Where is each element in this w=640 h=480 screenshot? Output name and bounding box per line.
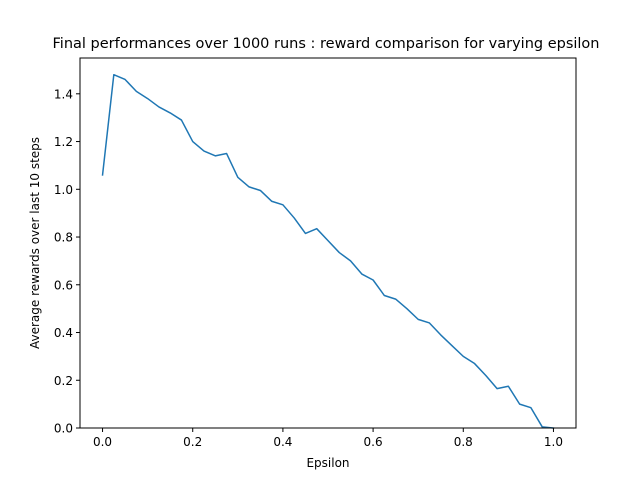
x-tick-label: 0.6	[364, 435, 383, 449]
chart-title: Final performances over 1000 runs : rewa…	[53, 36, 600, 52]
y-tick-label: 0.6	[54, 278, 73, 292]
plot-frame	[79, 57, 577, 429]
x-axis: 0.0 0.2 0.4 0.6 0.8 1.0	[93, 428, 563, 449]
x-tick-label: 0.2	[183, 435, 202, 449]
x-tick-label: 0.4	[273, 435, 292, 449]
x-axis-label: Epsilon	[306, 456, 349, 470]
y-tick-label: 1.4	[54, 87, 73, 101]
y-tick-label: 1.2	[54, 135, 73, 149]
plot-area	[79, 57, 577, 429]
y-tick-label: 0.0	[54, 422, 73, 436]
x-tick-label: 1.0	[544, 435, 563, 449]
y-tick-label: 1.0	[54, 183, 73, 197]
y-tick-label: 0.4	[54, 326, 73, 340]
series-layer	[101, 73, 555, 429]
series-line	[101, 73, 555, 429]
x-tick-label: 0.8	[454, 435, 473, 449]
x-tick-label: 0.0	[93, 435, 112, 449]
y-tick-label: 0.2	[54, 374, 73, 388]
y-axis-label: Average rewards over last 10 steps	[28, 137, 42, 349]
y-tick-label: 0.8	[54, 231, 73, 245]
y-axis: 0.0 0.2 0.4 0.6 0.8 1.0 1.2 1.4	[54, 87, 80, 436]
